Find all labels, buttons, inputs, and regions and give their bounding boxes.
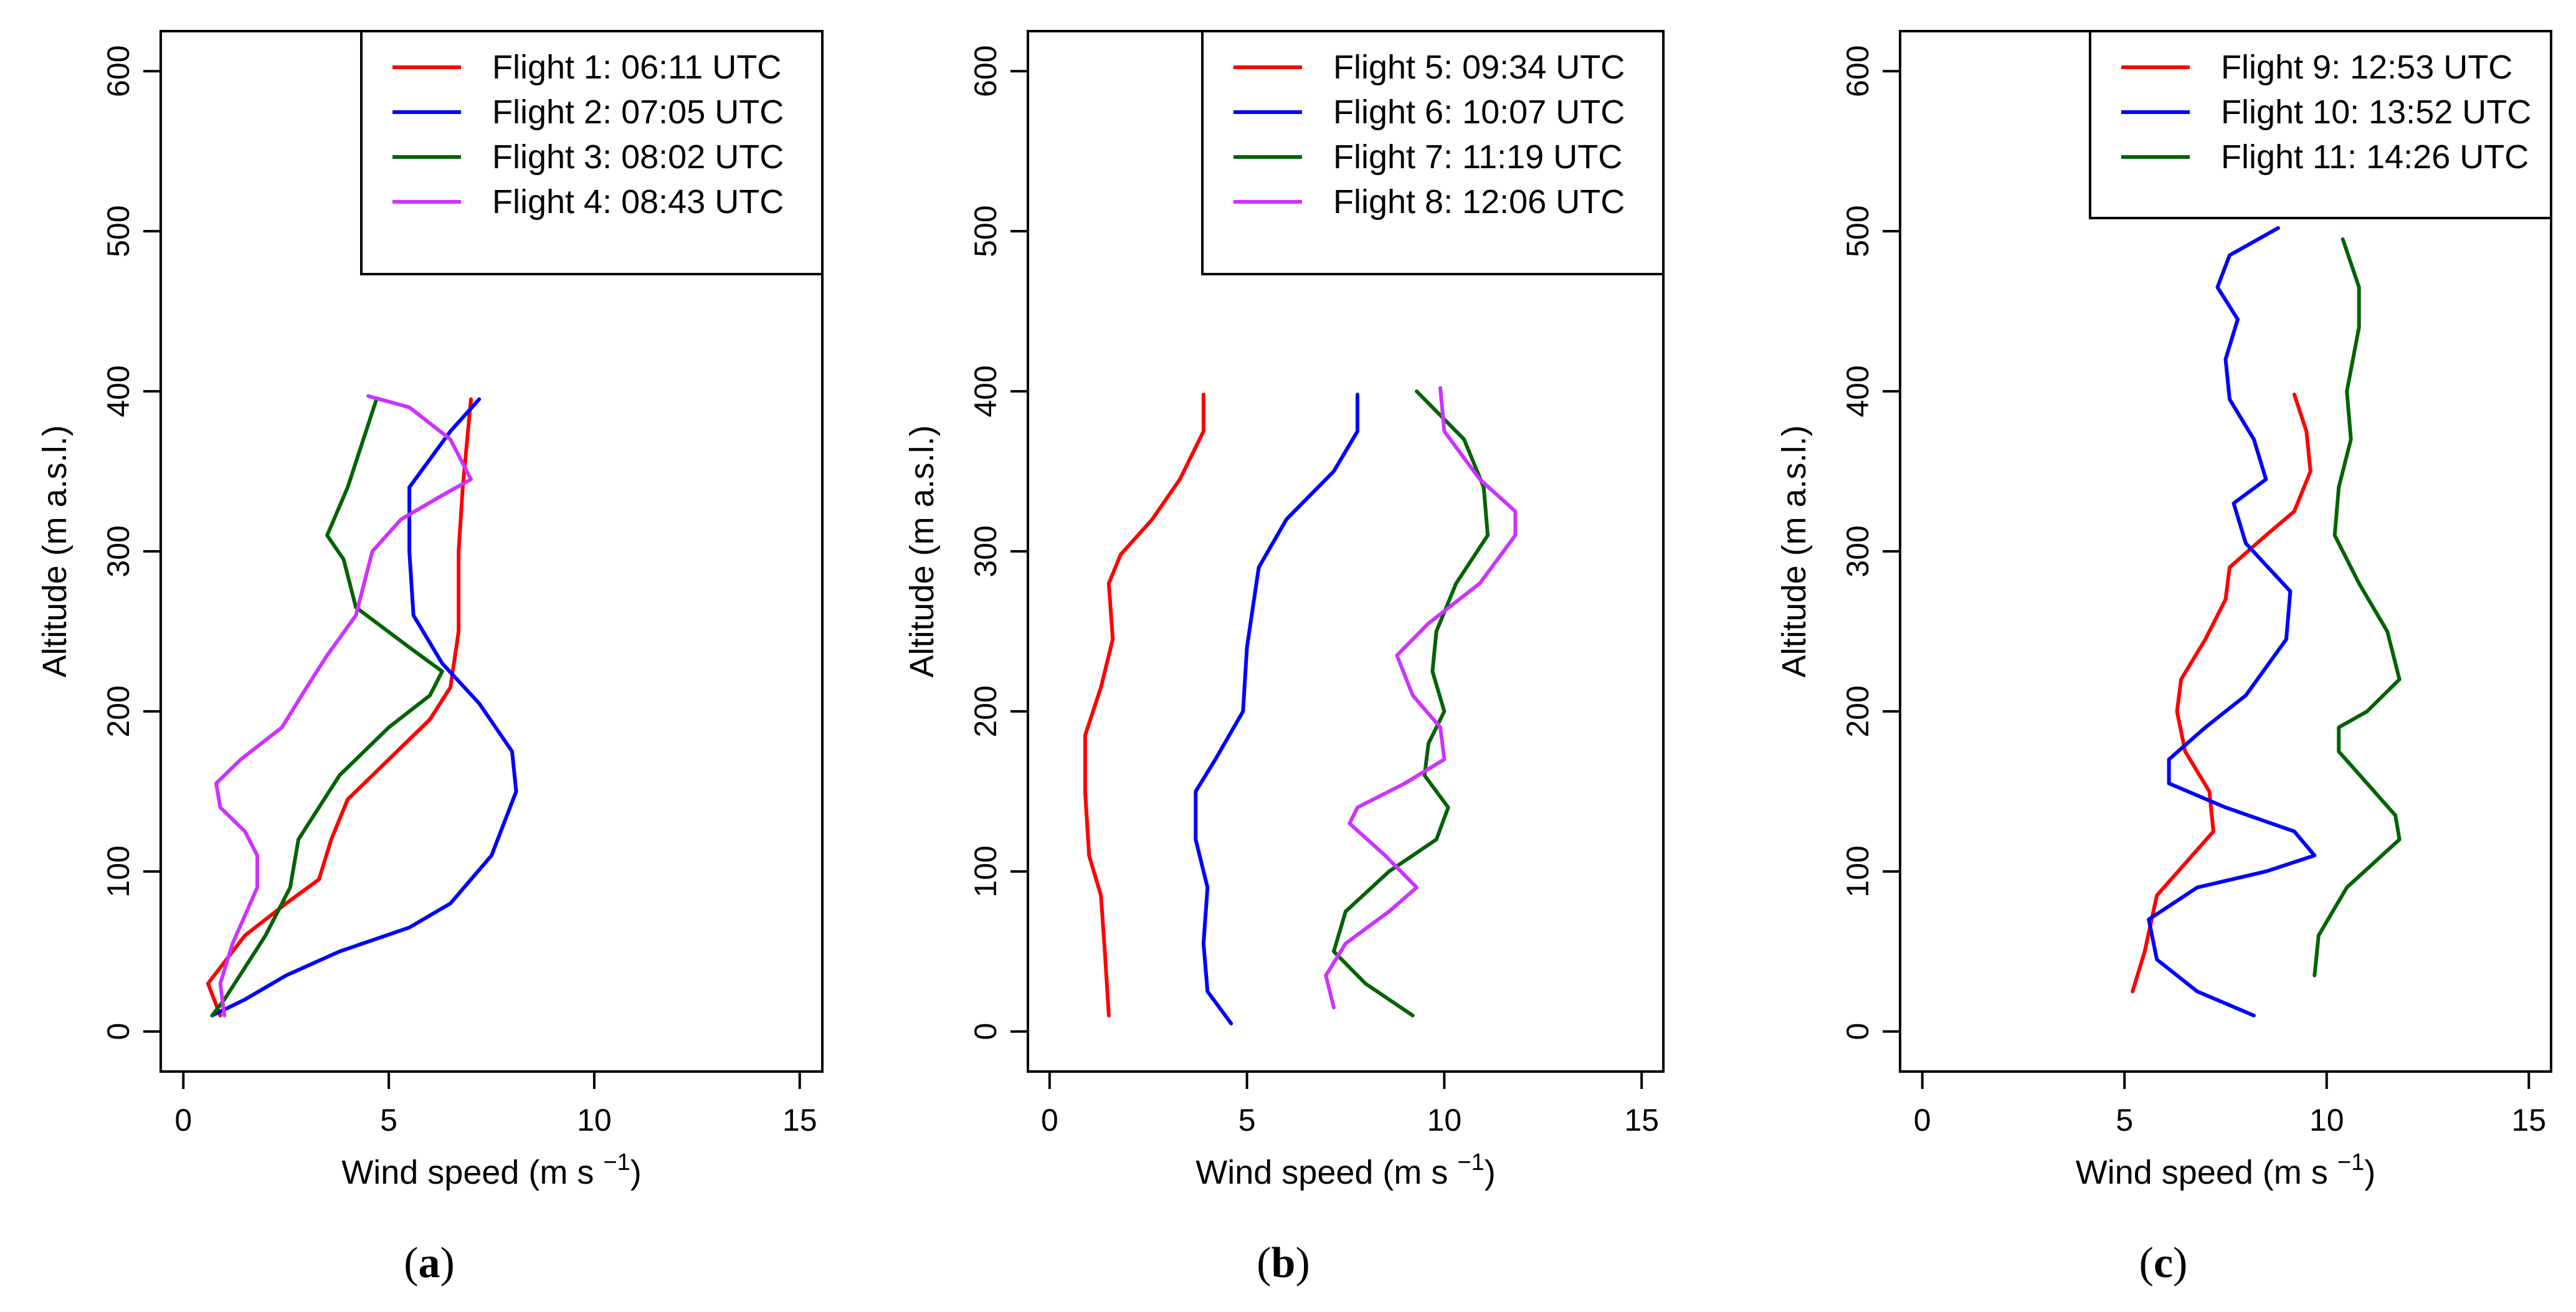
- panel-label: (b): [1257, 1239, 1310, 1287]
- legend-box: [360, 30, 824, 275]
- series-line-4: [214, 394, 473, 1018]
- legend-entry: Flight 2: 07:05 UTC: [492, 93, 784, 131]
- legend-entry: Flight 9: 12:53 UTC: [2221, 49, 2512, 86]
- y-tick-label: 100: [1840, 845, 1875, 897]
- series-line-3: [210, 397, 444, 1018]
- legend-entry: Flight 5: 09:34 UTC: [1333, 49, 1625, 86]
- x-tick-label: 10: [1427, 1103, 1462, 1138]
- x-tick-label: 10: [2309, 1103, 2344, 1138]
- panel-label: (c): [2139, 1239, 2188, 1287]
- x-tick-label: 15: [782, 1103, 817, 1138]
- series-line-1: [1083, 392, 1205, 1018]
- x-axis-title: Wind speed (m s −1): [2076, 1149, 2375, 1191]
- y-tick-label: 300: [101, 525, 136, 577]
- series-line-3: [2312, 237, 2402, 977]
- panel-a: 0 5 10 15 0 100 200 300 400 500 600 Wind speed (m s…: [36, 30, 824, 1287]
- legend-box: [1201, 30, 1665, 275]
- y-tick-label: 200: [1840, 685, 1875, 737]
- legend-entry: Flight 3: 08:02 UTC: [492, 138, 784, 176]
- series-line-1: [2131, 392, 2312, 994]
- x-axis-title: Wind speed (m s −1): [341, 1149, 641, 1191]
- x-tick-label: 15: [1624, 1103, 1659, 1138]
- x-tick-label: 5: [380, 1103, 397, 1138]
- y-tick-label: 400: [101, 365, 136, 417]
- y-tick-label: 300: [1840, 525, 1875, 577]
- x-axis-title: Wind speed (m s −1): [1195, 1149, 1495, 1191]
- x-tick-label: 15: [2511, 1103, 2546, 1138]
- legend-box: [2089, 30, 2552, 219]
- y-tick-label: 100: [101, 845, 136, 897]
- legend-entry: Flight 10: 13:52 UTC: [2221, 93, 2531, 131]
- y-tick-label: 600: [968, 45, 1003, 97]
- y-tick-label: 200: [968, 685, 1003, 737]
- series-line-3: [1332, 389, 1490, 1018]
- panel-b: 0 5 10 15 0 100 200 300 400 500 600 Wind speed (m s…: [903, 30, 1665, 1287]
- y-axis-title: Altitude (m a.s.l.): [1775, 425, 1813, 677]
- x-tick-label: 0: [1041, 1103, 1058, 1138]
- y-tick-label: 400: [968, 365, 1003, 417]
- y-tick-label: 500: [101, 205, 136, 257]
- legend-entry: Flight 6: 10:07 UTC: [1333, 93, 1625, 131]
- legend-entry: Flight 7: 11:19 UTC: [1333, 138, 1622, 176]
- y-tick-label: 500: [968, 205, 1003, 257]
- x-tick-label: 5: [1238, 1103, 1256, 1138]
- legend-entry: Flight 11: 14:26 UTC: [2221, 138, 2529, 176]
- series-line-4: [1324, 386, 1518, 1010]
- y-axis-title: Altitude (m a.s.l.): [903, 425, 941, 677]
- x-tick-label: 10: [577, 1103, 612, 1138]
- y-tick-label: 100: [968, 845, 1003, 897]
- series-line-2: [210, 397, 518, 1018]
- x-tick-label: 0: [174, 1103, 192, 1138]
- x-tick-label: 5: [2116, 1103, 2133, 1138]
- legend-entry: Flight 4: 08:43 UTC: [492, 183, 784, 221]
- series-line-2: [1194, 392, 1359, 1025]
- legend-entry: Flight 1: 06:11 UTC: [492, 49, 781, 86]
- y-tick-label: 0: [101, 1023, 136, 1040]
- series-line-2: [2147, 226, 2317, 1018]
- y-tick-label: 600: [101, 45, 136, 97]
- panel-label: (a): [404, 1239, 455, 1287]
- legend-entry: Flight 8: 12:06 UTC: [1333, 183, 1625, 221]
- y-tick-label: 0: [1840, 1023, 1875, 1040]
- y-tick-label: 200: [101, 685, 136, 737]
- y-tick-label: 0: [968, 1023, 1003, 1040]
- panel-c: 0 5 10 15 0 100 200 300 400 500 600 Wind speed (m s…: [1775, 30, 2552, 1287]
- y-tick-label: 600: [1840, 45, 1875, 97]
- y-tick-label: 300: [968, 525, 1003, 577]
- y-axis-title: Altitude (m a.s.l.): [36, 425, 74, 677]
- y-tick-label: 400: [1840, 365, 1875, 417]
- series-line-1: [206, 397, 473, 1018]
- y-tick-label: 500: [1840, 205, 1875, 257]
- x-tick-label: 0: [1914, 1103, 1931, 1138]
